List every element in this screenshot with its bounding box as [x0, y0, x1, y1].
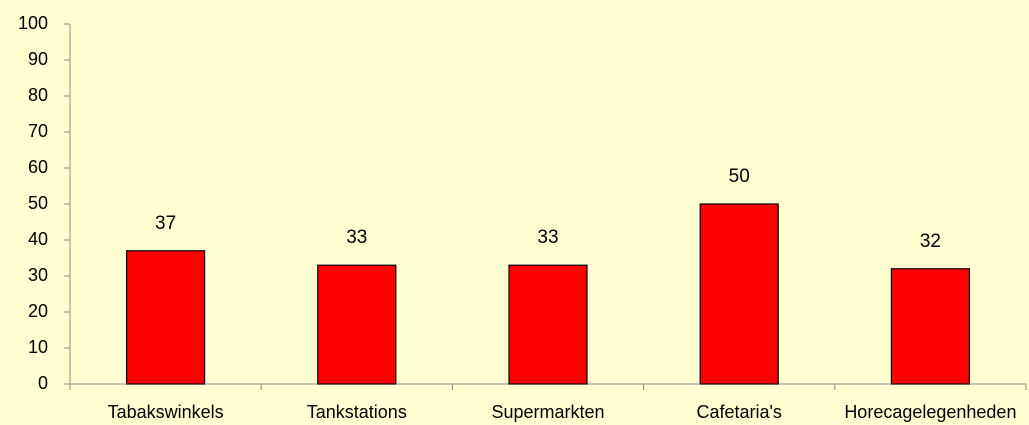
y-tick-label: 60: [28, 157, 48, 177]
y-tick-label: 0: [38, 373, 48, 393]
y-tick-label: 90: [28, 49, 48, 69]
y-tick-label: 30: [28, 265, 48, 285]
bar: [508, 264, 588, 385]
y-tick-label: 40: [28, 229, 48, 249]
x-tick-label: Tankstations: [307, 402, 407, 422]
data-label: 33: [346, 227, 367, 248]
data-label: 50: [729, 166, 750, 187]
x-tick-label: Horecagelegenheden: [844, 402, 1016, 422]
data-label: 37: [155, 213, 176, 234]
bar: [317, 264, 397, 385]
bar: [125, 250, 206, 385]
y-tick-label: 100: [18, 13, 48, 33]
x-tick-label: Supermarkten: [491, 402, 604, 422]
bar: [699, 203, 779, 385]
y-tick-label: 50: [28, 193, 48, 213]
x-tick-label: Cafetaria's: [696, 402, 781, 422]
bar: [890, 268, 971, 385]
y-tick-label: 80: [28, 85, 48, 105]
y-tick-label: 10: [28, 337, 48, 357]
y-tick-label: 70: [28, 121, 48, 141]
x-tick-label: Tabakswinkels: [108, 402, 224, 422]
y-tick-label: 20: [28, 301, 48, 321]
data-label: 32: [920, 231, 941, 252]
data-label: 33: [537, 227, 558, 248]
